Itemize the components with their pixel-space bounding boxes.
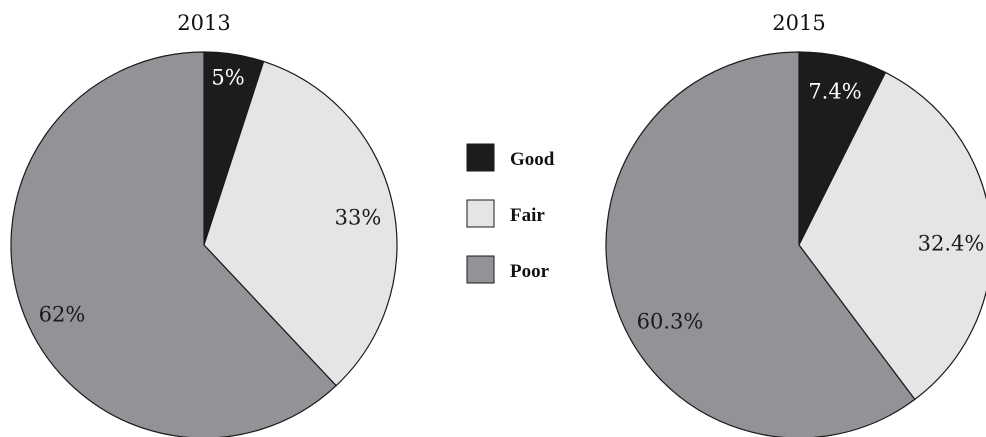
chart-title-2015: 2015	[772, 11, 825, 35]
pie-slice-2015-poor	[605, 51, 916, 437]
data-label-2013-poor: 62%	[39, 303, 86, 327]
legend-swatch-poor	[466, 255, 495, 284]
legend-label-fair: Fair	[510, 205, 545, 226]
pie-slice-2013-fair	[203, 60, 398, 387]
data-label-2015-fair: 32.4%	[918, 232, 985, 256]
chart-title-2013: 2013	[177, 11, 230, 35]
legend-swatch-good	[466, 143, 495, 172]
legend-label-poor: Poor	[510, 261, 550, 282]
pie-slice-2015-fair	[798, 71, 986, 401]
data-label-2013-good: 5%	[211, 66, 244, 90]
legend: Good Fair Poor	[466, 143, 555, 284]
legend-swatch-fair	[466, 199, 495, 228]
pie-slice-2013-poor	[10, 51, 337, 437]
data-label-2013-fair: 33%	[335, 206, 382, 230]
data-label-2015-poor: 60.3%	[637, 310, 704, 334]
pie-2015: 7.4% 32.4% 60.3%	[605, 51, 986, 437]
pie-2013: 5% 33% 62%	[10, 51, 398, 437]
legend-label-good: Good	[510, 149, 555, 170]
data-label-2015-good: 7.4%	[808, 80, 861, 104]
